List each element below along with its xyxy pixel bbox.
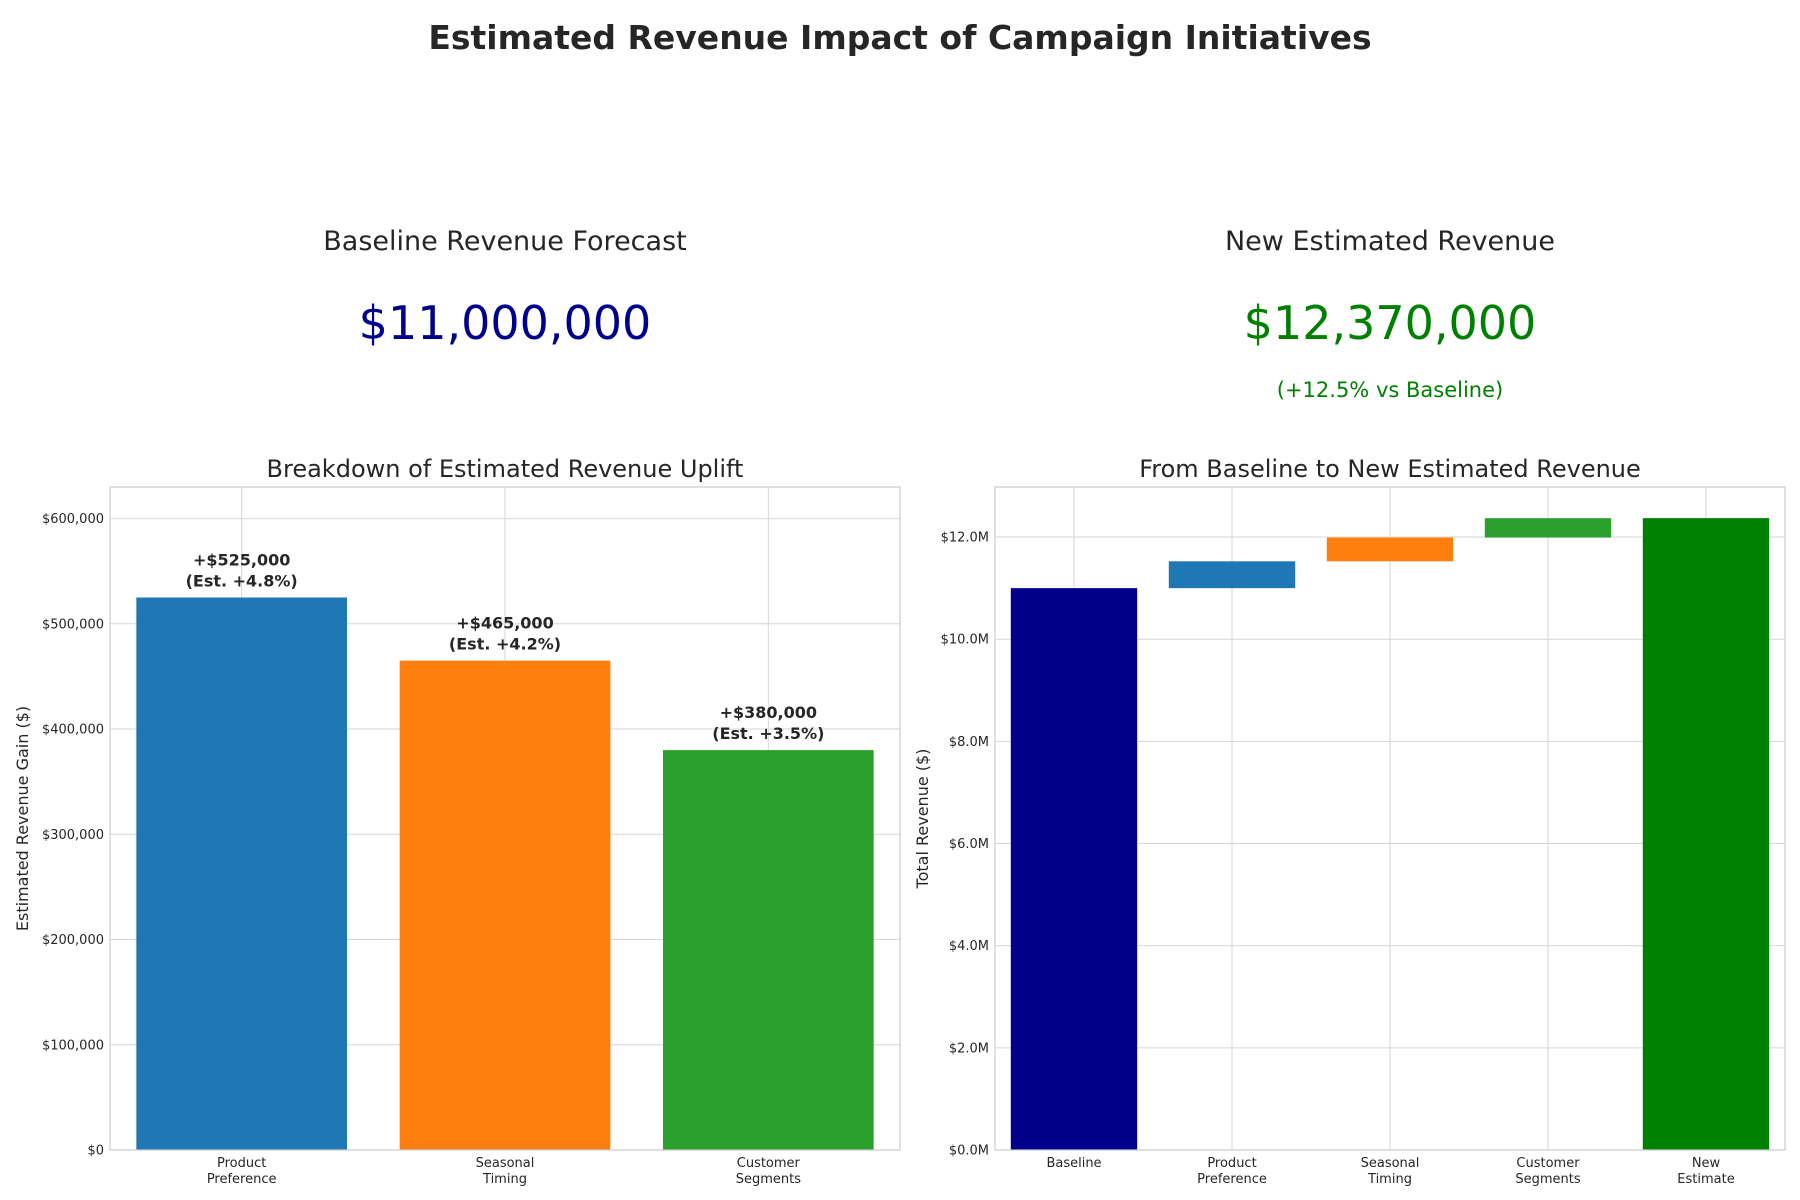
- bar: [136, 597, 347, 1150]
- bar: [1010, 588, 1138, 1150]
- x-tick-label: Segments: [1515, 1172, 1581, 1187]
- x-tick-label: Seasonal: [1361, 1156, 1420, 1171]
- chart-title: Breakdown of Estimated Revenue Uplift: [267, 455, 744, 483]
- x-tick-label: Customer: [1516, 1156, 1580, 1171]
- y-tick-label: $0: [87, 1144, 104, 1159]
- main-title: Estimated Revenue Impact of Campaign Ini…: [428, 18, 1372, 57]
- baseline-kpi-label: Baseline Revenue Forecast: [323, 226, 687, 257]
- x-tick-label: Seasonal: [476, 1156, 535, 1171]
- bar: [399, 660, 611, 1150]
- bar: [1326, 537, 1454, 562]
- plot-frame: [994, 486, 1786, 1151]
- x-tick-label: New: [1692, 1156, 1721, 1171]
- x-tick-label: Product: [217, 1156, 266, 1171]
- chart-title: From Baseline to New Estimated Revenue: [1139, 455, 1641, 483]
- new-kpi-change: (+12.5% vs Baseline): [1276, 378, 1504, 402]
- x-tick-label: Customer: [737, 1156, 801, 1171]
- data-label: +$525,000: [193, 551, 290, 570]
- waterfall-chart: $0.0M $2.0M $4.0M $6.0M $8.0M $10.0M $12.0M Bas…: [913, 455, 1786, 1187]
- x-tick-label: Timing: [482, 1172, 527, 1187]
- new-kpi-value: $12,370,000: [1243, 296, 1537, 350]
- x-tick-label: Segments: [736, 1172, 802, 1187]
- x-tick-label: Preference: [1197, 1172, 1267, 1187]
- bar: [1642, 518, 1770, 1150]
- x-tick-label: Baseline: [1046, 1156, 1101, 1171]
- plot-frame: [109, 486, 901, 1151]
- y-tick-label: $12.0M: [941, 531, 989, 546]
- baseline-kpi-value: $11,000,000: [358, 296, 652, 350]
- data-label: (Est. +4.8%): [186, 572, 298, 591]
- new-kpi-label: New Estimated Revenue: [1224, 226, 1556, 257]
- data-label: (Est. +3.5%): [712, 724, 824, 743]
- bar: [1168, 561, 1296, 589]
- y-tick-label: $6.0M: [949, 837, 989, 852]
- bar: [663, 750, 874, 1150]
- y-tick-label: $0.0M: [949, 1144, 989, 1159]
- y-tick-label: $200,000: [42, 933, 104, 948]
- y-tick-label: $400,000: [42, 723, 104, 738]
- data-label: (Est. +4.2%): [449, 635, 561, 654]
- y-tick-label: $8.0M: [949, 735, 989, 750]
- bar: [1484, 518, 1612, 538]
- y-tick-label: $500,000: [42, 617, 104, 632]
- data-label: +$380,000: [720, 703, 817, 722]
- y-tick-label: $2.0M: [949, 1041, 989, 1056]
- x-tick-label: Product: [1207, 1156, 1256, 1171]
- y-tick-label: $10.0M: [941, 633, 989, 648]
- data-label: +$465,000: [456, 614, 553, 633]
- uplift-chart: $0 $100,000 $200,000 $300,000 $400,000 $500,0…: [13, 455, 901, 1187]
- y-axis-label: Total Revenue ($): [913, 749, 932, 890]
- y-tick-label: $4.0M: [949, 939, 989, 954]
- y-tick-label: $300,000: [42, 828, 104, 843]
- y-tick-label: $600,000: [42, 512, 104, 527]
- y-axis-label: Estimated Revenue Gain ($): [13, 706, 32, 931]
- y-tick-label: $100,000: [42, 1038, 104, 1053]
- x-tick-label: Preference: [207, 1172, 277, 1187]
- x-tick-label: Timing: [1367, 1172, 1412, 1187]
- x-tick-label: Estimate: [1677, 1172, 1734, 1187]
